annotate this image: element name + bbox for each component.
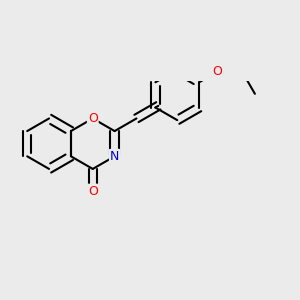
Text: N: N bbox=[110, 150, 119, 163]
Text: O: O bbox=[88, 184, 98, 198]
Text: O: O bbox=[88, 112, 98, 125]
Text: O: O bbox=[212, 65, 222, 78]
